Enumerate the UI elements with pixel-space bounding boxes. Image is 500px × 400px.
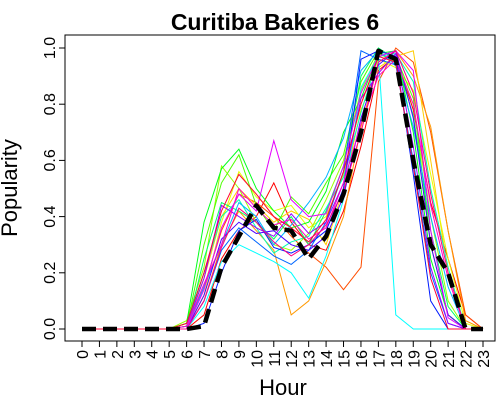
x-tick-label: 11 <box>267 350 284 367</box>
x-tick-label: 7 <box>197 350 214 359</box>
x-tick-label: 3 <box>127 350 144 359</box>
y-tick-label: 0.4 <box>42 205 59 227</box>
x-tick-label: 9 <box>232 350 249 359</box>
x-tick-label: 21 <box>441 350 458 368</box>
series-line-15 <box>82 49 483 330</box>
x-tick-label: 12 <box>284 350 301 368</box>
x-tick-label: 13 <box>302 350 319 368</box>
y-tick-label: 0.8 <box>42 93 59 115</box>
x-tick-label: 15 <box>337 350 354 368</box>
x-tick-label: 1 <box>92 350 109 359</box>
x-tick-label: 23 <box>476 350 493 368</box>
series-line-20 <box>82 55 483 330</box>
x-tick-label: 18 <box>389 350 406 368</box>
y-tick-label: 0.0 <box>42 318 59 340</box>
x-tick-label: 10 <box>249 350 266 368</box>
x-tick-label: 20 <box>424 350 441 368</box>
chart-title: Curitiba Bakeries 6 <box>171 9 379 35</box>
x-tick-label: 0 <box>75 350 92 359</box>
series-line-11 <box>82 54 483 330</box>
y-tick-label: 0.2 <box>42 262 59 284</box>
summary-line <box>82 48 483 332</box>
y-tick-label: 1.0 <box>42 37 59 59</box>
x-tick-label: 16 <box>354 350 371 368</box>
x-axis: 0 1 2 3 4 5 6 7 8 9 10 11 12 13 14 15 16 17 18 19 20 21 22 23 <box>75 340 493 368</box>
series-layer <box>82 47 484 330</box>
y-axis: 0.0 0.2 0.4 0.6 0.8 1.0 <box>42 37 66 340</box>
x-tick-label: 22 <box>459 350 476 368</box>
x-tick-label: 14 <box>319 350 336 368</box>
x-tick-label: 4 <box>145 350 162 359</box>
y-tick-label: 0.6 <box>42 149 59 171</box>
y-axis-title: Popularity <box>0 139 22 237</box>
x-tick-label: 5 <box>162 350 179 359</box>
x-tick-label: 2 <box>110 350 127 359</box>
x-tick-label: 6 <box>180 350 197 359</box>
series-line-1 <box>82 55 484 330</box>
x-tick-label: 19 <box>406 350 423 368</box>
x-axis-title: Hour <box>259 375 307 400</box>
x-tick-label: 8 <box>215 350 232 359</box>
summary-layer <box>82 48 483 332</box>
x-tick-label: 17 <box>371 350 388 368</box>
